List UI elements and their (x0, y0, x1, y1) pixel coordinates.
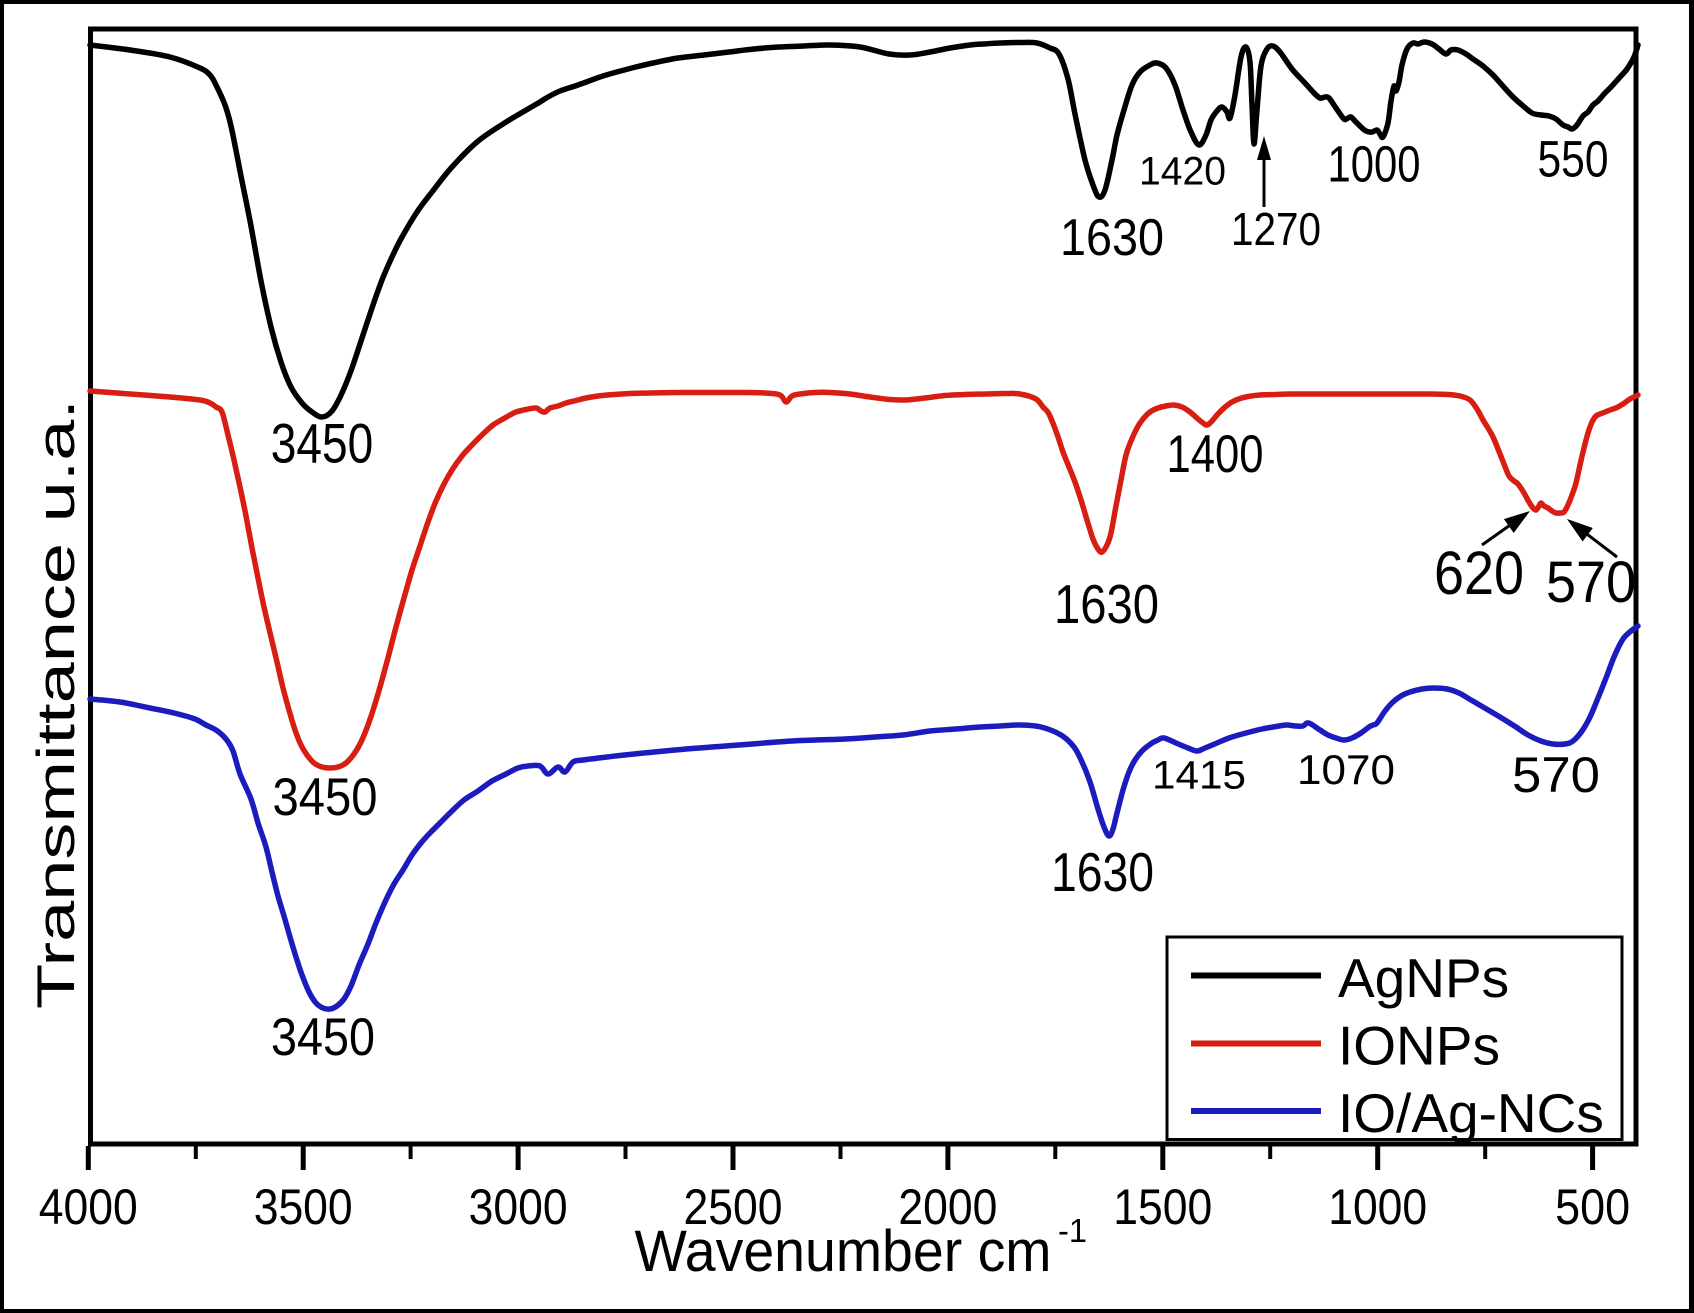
svg-text:1070: 1070 (1297, 746, 1395, 793)
svg-text:570: 570 (1512, 746, 1600, 803)
svg-text:500: 500 (1555, 1179, 1630, 1235)
svg-text:AgNPs: AgNPs (1338, 947, 1509, 1009)
svg-text:3450: 3450 (271, 412, 374, 474)
svg-text:1420: 1420 (1139, 150, 1226, 194)
svg-text:Transmittance u.a.: Transmittance u.a. (26, 399, 85, 1009)
svg-text:2500: 2500 (684, 1179, 783, 1235)
svg-text:550: 550 (1538, 130, 1609, 187)
svg-text:1630: 1630 (1060, 208, 1164, 266)
svg-text:1630: 1630 (1051, 842, 1154, 903)
svg-text:1000: 1000 (1328, 1179, 1427, 1235)
svg-text:2000: 2000 (898, 1179, 997, 1235)
svg-text:620: 620 (1434, 539, 1524, 608)
svg-text:3500: 3500 (254, 1179, 353, 1235)
svg-text:1630: 1630 (1054, 574, 1159, 635)
svg-text:1400: 1400 (1167, 425, 1264, 484)
svg-text:Wavenumber cm: Wavenumber cm (635, 1219, 1052, 1284)
svg-text:3450: 3450 (271, 1008, 375, 1067)
svg-text:IO/Ag-NCs: IO/Ag-NCs (1338, 1082, 1604, 1144)
svg-text:3450: 3450 (273, 768, 378, 827)
svg-text:1415: 1415 (1152, 754, 1246, 798)
svg-text:1500: 1500 (1113, 1179, 1212, 1235)
svg-text:1000: 1000 (1328, 135, 1421, 192)
svg-text:4000: 4000 (39, 1179, 138, 1235)
svg-text:570: 570 (1546, 550, 1636, 615)
svg-text:-1: -1 (1058, 1212, 1087, 1249)
svg-text:IONPs: IONPs (1338, 1015, 1500, 1077)
svg-text:1270: 1270 (1231, 203, 1321, 255)
svg-text:3000: 3000 (469, 1179, 568, 1235)
